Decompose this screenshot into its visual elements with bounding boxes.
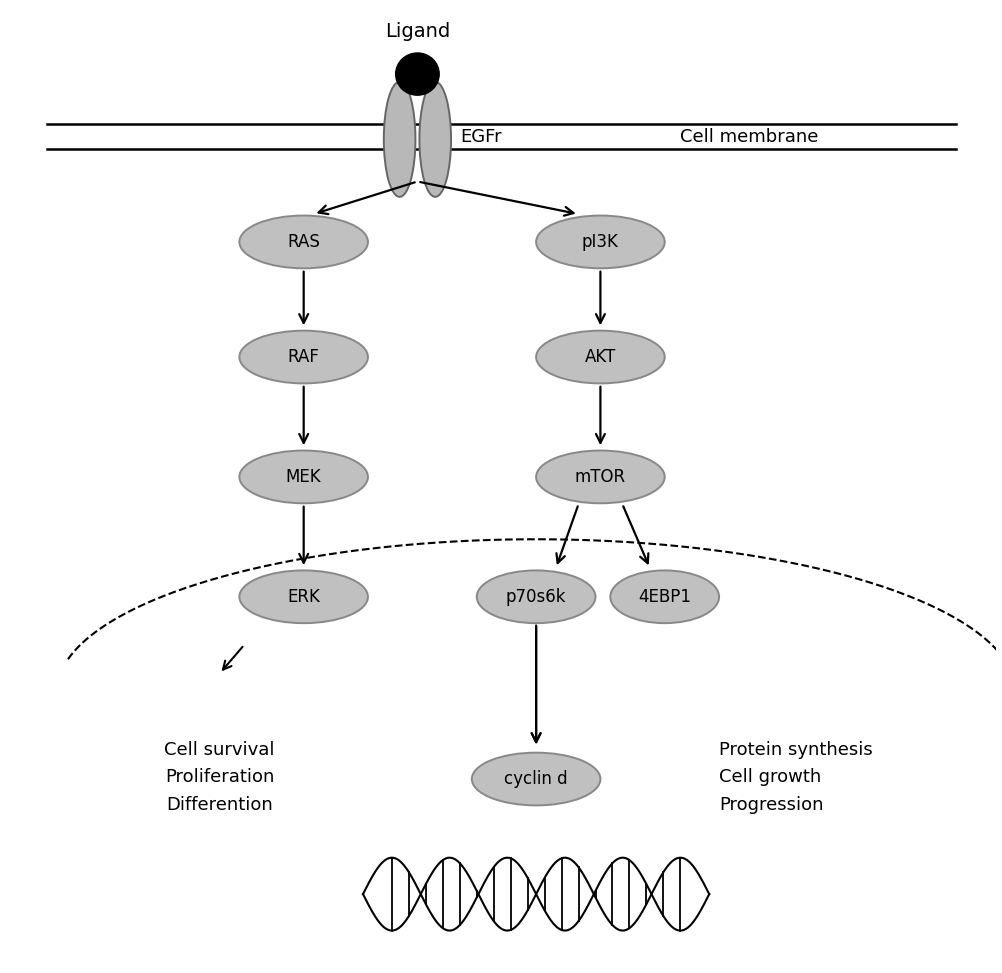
Text: ERK: ERK [287,588,320,606]
Text: pI3K: pI3K [581,233,618,251]
Text: cyclin d: cyclin d [504,770,567,788]
Text: Cell membrane: Cell membrane [679,128,817,146]
Text: EGFr: EGFr [460,128,501,146]
Ellipse shape [239,216,368,269]
Ellipse shape [239,450,368,503]
Text: RAF: RAF [288,348,320,366]
Text: 4EBP1: 4EBP1 [637,588,690,606]
Ellipse shape [239,570,368,623]
Ellipse shape [536,450,664,503]
Ellipse shape [471,753,600,806]
Text: Ligand: Ligand [385,22,450,42]
Text: AKT: AKT [584,348,615,366]
Ellipse shape [239,331,368,383]
Text: Cell survival
Proliferation
Differention: Cell survival Proliferation Differention [164,740,275,814]
Ellipse shape [609,570,718,623]
Ellipse shape [536,216,664,269]
Ellipse shape [476,570,595,623]
Text: mTOR: mTOR [574,468,625,486]
Text: Protein synthesis
Cell growth
Progression: Protein synthesis Cell growth Progressio… [718,740,872,814]
Ellipse shape [419,82,451,197]
Circle shape [395,53,439,95]
Ellipse shape [384,82,415,197]
Text: MEK: MEK [286,468,322,486]
Ellipse shape [536,331,664,383]
Text: RAS: RAS [287,233,320,251]
Text: p70s6k: p70s6k [505,588,566,606]
